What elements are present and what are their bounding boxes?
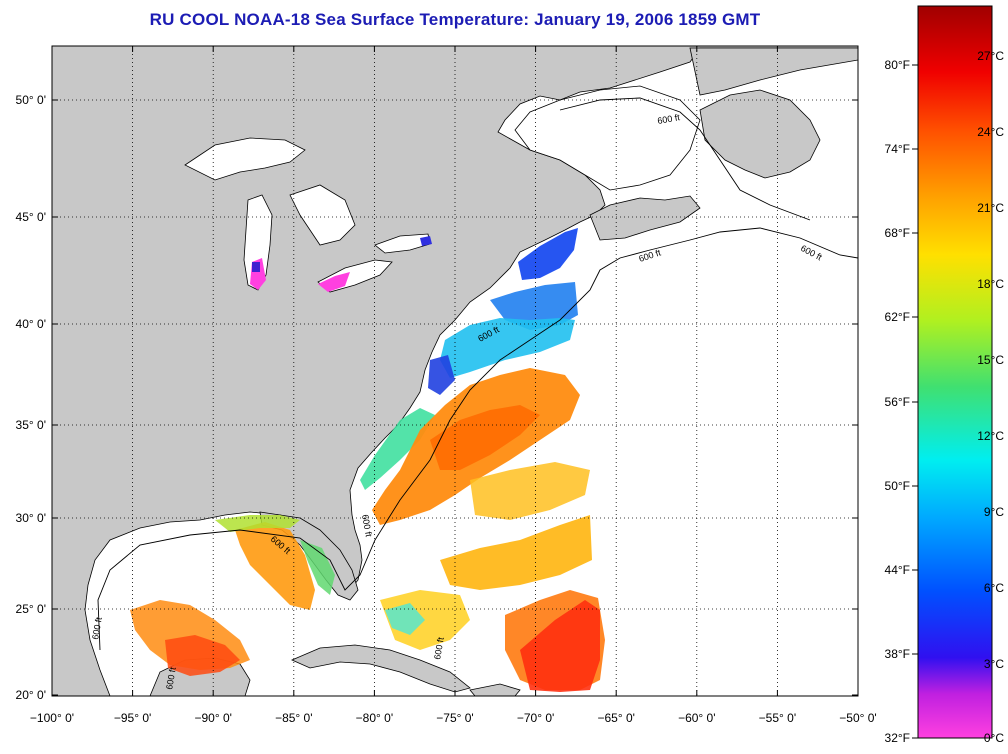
lon-tick-label: −60° 0' [678,711,715,725]
sst-chesapeake [428,355,455,395]
sst-florida-west-shelf [300,540,335,595]
lat-tick-label: 35° 0' [16,418,46,432]
isobath-gulf-st-lawrence [559,97,811,221]
colorbar-celsius-label: 0°C [984,731,1004,745]
sst-lake-michigan-cold [252,262,260,272]
colorbar-celsius-label: 24°C [977,125,1004,139]
lon-tick-label: −90° 0' [194,711,231,725]
sst-gulf-of-maine [518,228,578,280]
sst-bahamas-cyan [385,603,425,635]
lon-tick-label: −70° 0' [517,711,554,725]
colorbar-fahrenheit-label: 38°F [885,647,910,661]
isobath-label: 600 ft [360,514,374,538]
sst-sargasso-north [470,462,590,520]
lat-tick-label: 50° 0' [16,93,46,107]
lake-superior [184,137,306,181]
lat-tick-label: 30° 0' [16,511,46,525]
colorbar-fahrenheit-label: 32°F [885,731,910,745]
colorbar-celsius-label: 27°C [977,49,1004,63]
lon-tick-label: −85° 0' [275,711,312,725]
colorbar-celsius-label: 9°C [984,505,1004,519]
sst-gulf-stream-warm [430,405,540,470]
sst-lake-ontario [420,236,432,246]
isobath-label: 600 ft [432,636,446,660]
land-cuba [291,644,471,693]
colorbar-fahrenheit-label: 68°F [885,226,910,240]
lon-tick-label: −65° 0' [597,711,634,725]
lat-tick-label: 40° 0' [16,317,46,331]
isobath-label: 600 ft [90,616,104,640]
colorbar-celsius-label: 12°C [977,429,1004,443]
lat-tick-label: 25° 0' [16,602,46,616]
colorbar-fahrenheit-label: 50°F [885,479,910,493]
sst-gulf-south-red [165,635,240,676]
lon-tick-label: −55° 0' [759,711,796,725]
lon-tick-label: −75° 0' [436,711,473,725]
sst-caribbean-red [520,600,600,692]
isobath-label: 600 ft [657,112,681,126]
colorbar-fahrenheit-label: 74°F [885,142,910,156]
sst-sargasso-mid [440,515,592,590]
sst-gulf-shelf [215,515,300,532]
sst-gulf-loop [235,522,315,610]
lon-tick-label: −80° 0' [356,711,393,725]
colorbar-celsius-label: 18°C [977,277,1004,291]
colorbar-celsius-label: 21°C [977,201,1004,215]
colorbar-fahrenheit-labels: 80°F 74°F 68°F 62°F 56°F 50°F 44°F 38°F 32°F [885,58,918,745]
sst-georges-bank [490,282,578,330]
lon-tick-label: −50° 0' [839,711,876,725]
colorbar-fahrenheit-label: 44°F [885,563,910,577]
lake-huron [289,184,356,246]
latitude-axis: 20° 0' 25° 0' 30° 0' 35° 0' 40° 0' 45° 0' 50° … [16,93,858,702]
colorbar-celsius-label: 15°C [977,353,1004,367]
colorbar-fahrenheit-label: 56°F [885,395,910,409]
colorbar-celsius-label: 6°C [984,581,1004,595]
temperature-colorbar [917,5,993,739]
sst-lake-erie [318,272,350,292]
lon-tick-label: −95° 0' [114,711,151,725]
land-labrador-north [689,47,858,96]
lat-tick-label: 45° 0' [16,210,46,224]
land-hispaniola [469,683,521,696]
sst-carolina-shelf [360,408,435,490]
lat-tick-label: 20° 0' [16,688,46,702]
colorbar-celsius-label: 3°C [984,657,1004,671]
isobath-label: 600 ft [164,666,178,690]
plot-area: 600 ft 600 ft 600 ft 600 ft 600 ft 600 f… [52,46,858,696]
longitude-axis: −100° 0' −95° 0' −90° 0' −85° 0' −80° 0' −75°… [30,46,877,725]
land-newfoundland [699,89,821,179]
graticule [52,46,858,696]
colorbar-fahrenheit-label: 80°F [885,58,910,72]
map-title: RU COOL NOAA-18 Sea Surface Temperature:… [149,10,761,29]
gulf-st-lawrence [514,85,701,191]
lon-tick-label: −100° 0' [30,711,74,725]
colorbar-celsius-labels: 27°C 24°C 21°C 18°C 15°C 12°C 9°C 6°C 3°C 0°C [977,49,1004,745]
isobath-600ft [97,227,858,651]
colorbar-fahrenheit-label: 62°F [885,310,910,324]
land-maritimes [589,195,701,241]
